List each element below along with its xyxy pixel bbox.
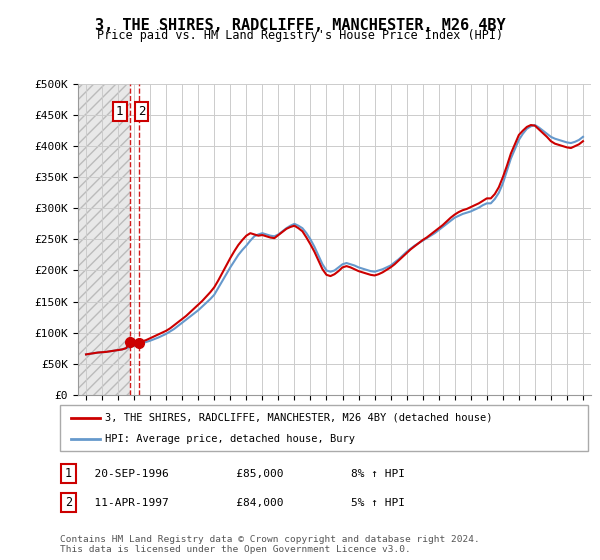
Text: 11-APR-1997          £84,000          5% ↑ HPI: 11-APR-1997 £84,000 5% ↑ HPI [81,498,405,508]
Text: 3, THE SHIRES, RADCLIFFE, MANCHESTER, M26 4BY (detached house): 3, THE SHIRES, RADCLIFFE, MANCHESTER, M2… [105,413,493,423]
Bar [78,84,130,395]
Text: 1: 1 [65,467,72,480]
Text: Contains HM Land Registry data © Crown copyright and database right 2024.: Contains HM Land Registry data © Crown c… [60,535,480,544]
Text: 20-SEP-1996          £85,000          8% ↑ HPI: 20-SEP-1996 £85,000 8% ↑ HPI [81,469,405,479]
Text: 2: 2 [138,105,145,118]
Text: 2: 2 [65,496,72,510]
Text: This data is licensed under the Open Government Licence v3.0.: This data is licensed under the Open Gov… [60,545,411,554]
Text: 3, THE SHIRES, RADCLIFFE, MANCHESTER, M26 4BY: 3, THE SHIRES, RADCLIFFE, MANCHESTER, M2… [95,18,505,33]
Text: HPI: Average price, detached house, Bury: HPI: Average price, detached house, Bury [105,435,355,444]
Text: 1: 1 [116,105,124,118]
Text: Price paid vs. HM Land Registry's House Price Index (HPI): Price paid vs. HM Land Registry's House … [97,29,503,42]
